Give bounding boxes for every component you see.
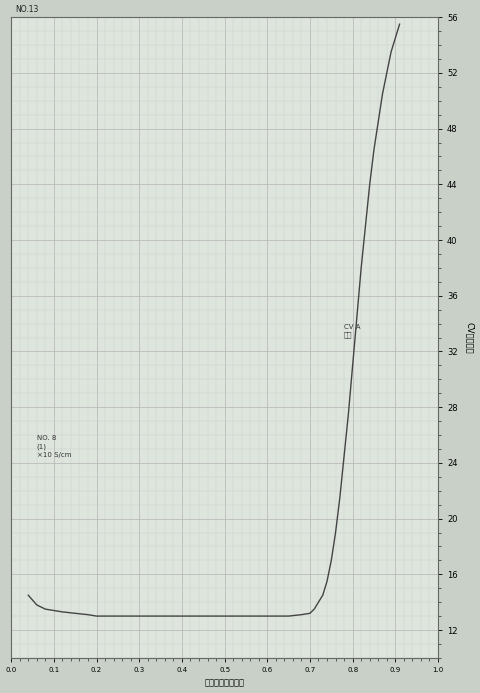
Text: CV A
回路: CV A 回路 xyxy=(344,324,360,338)
Text: NO. 8
(1)
×10 S/cm: NO. 8 (1) ×10 S/cm xyxy=(37,435,72,457)
Y-axis label: CV（電容）: CV（電容） xyxy=(466,322,474,353)
Text: NO.13: NO.13 xyxy=(15,5,39,14)
X-axis label: 電源（電流密度）: 電源（電流密度） xyxy=(204,678,245,687)
